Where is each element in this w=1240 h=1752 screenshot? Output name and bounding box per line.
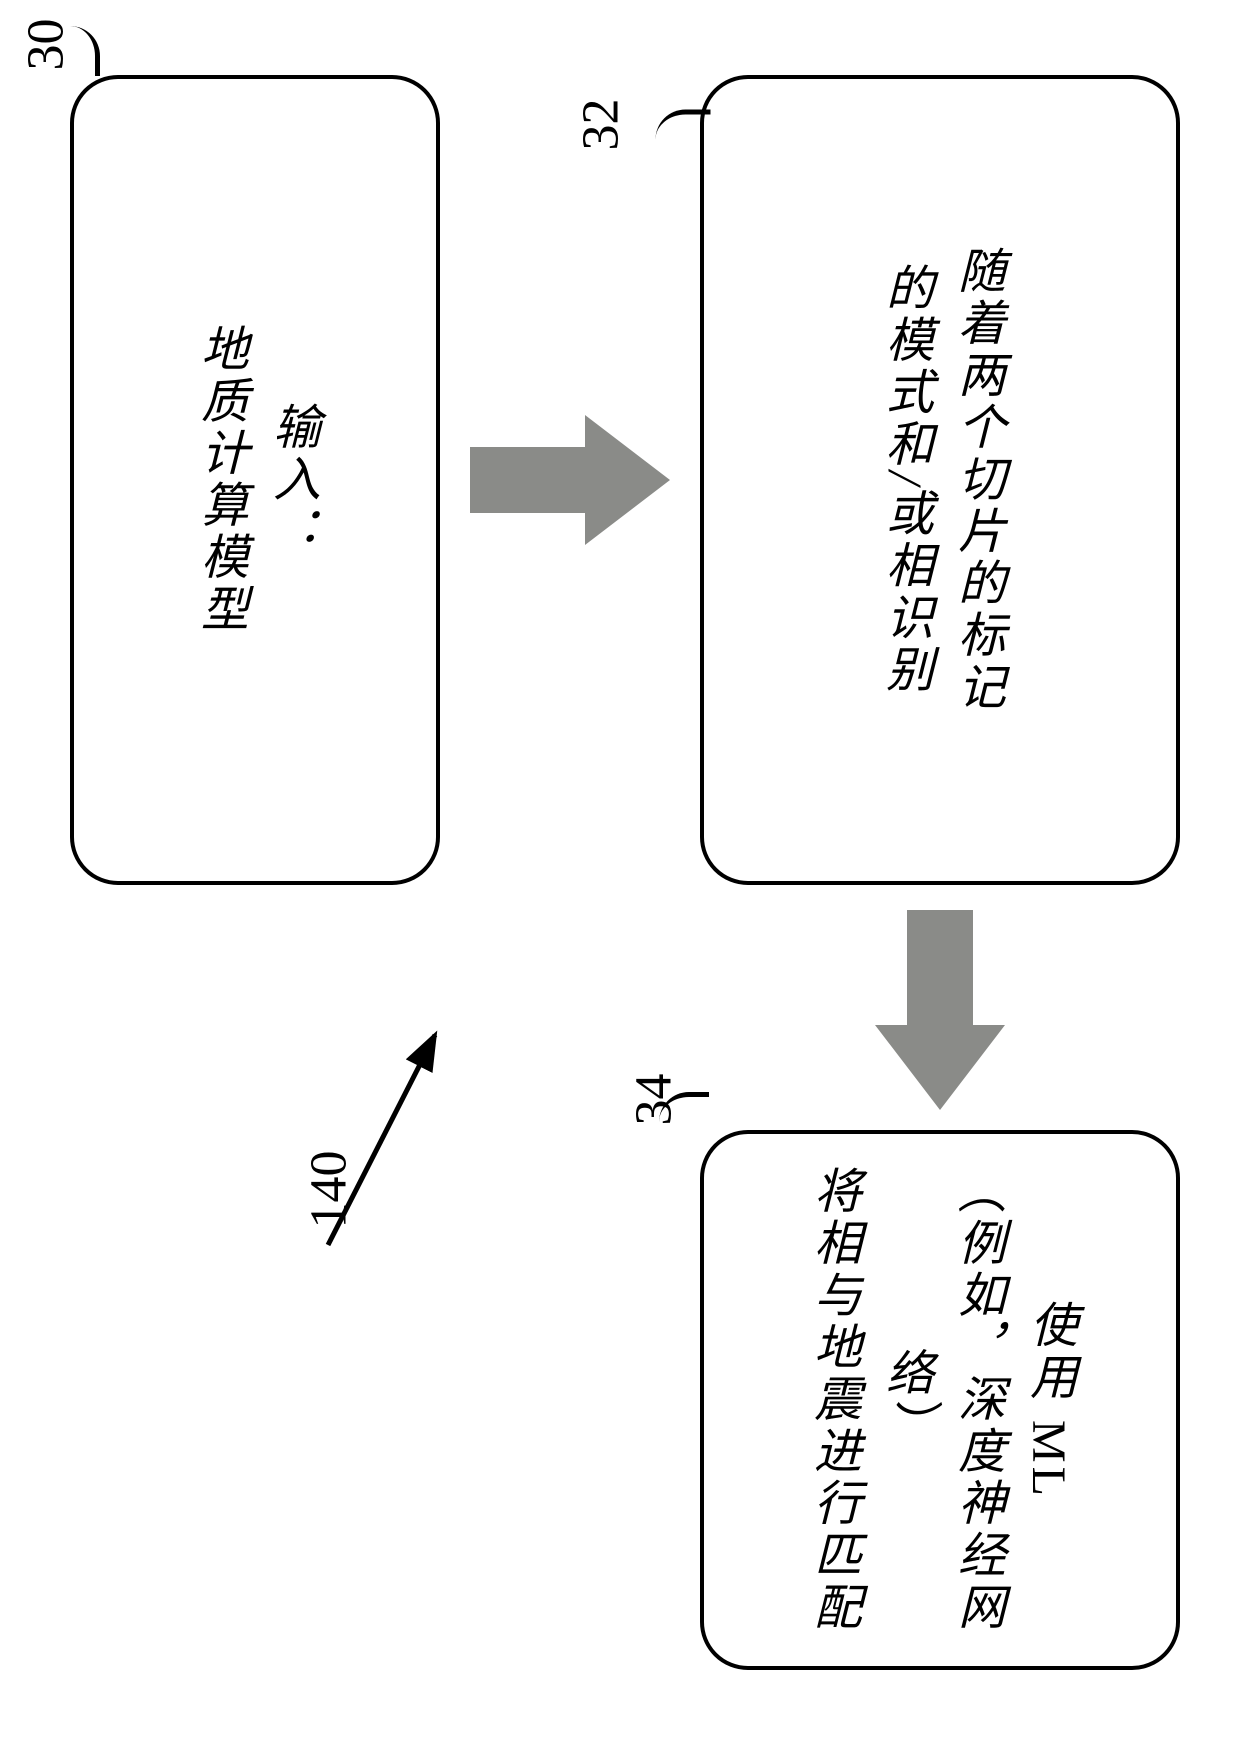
box-input: 输入： 地质计算模型 — [70, 75, 440, 885]
box-pattern-text: 随着两个切片的标记 的模式和/或相识别 — [868, 246, 1012, 714]
tick-32 — [656, 110, 711, 146]
box-input-line1: 输入： — [265, 402, 318, 558]
box-input-line2: 地质计算模型 — [193, 324, 246, 636]
arrow-down — [875, 910, 1005, 1110]
box-ml-line1: 使用 ML — [1022, 1300, 1075, 1500]
box-pattern-line2: 的模式和/或相识别 — [878, 263, 931, 696]
arrow-140 — [310, 1000, 470, 1260]
box-ml-line3: 将相与地震进行匹配 — [806, 1166, 859, 1634]
label-30: 30 — [17, 19, 76, 71]
box-ml-line2: （例如，深度神经网络） — [878, 1166, 1003, 1634]
label-34: 34 — [625, 1074, 684, 1126]
box-pattern: 随着两个切片的标记 的模式和/或相识别 — [700, 75, 1180, 885]
box-ml-text: 使用 ML （例如，深度神经网络） 将相与地震进行匹配 — [796, 1154, 1084, 1646]
box-pattern-line1: 随着两个切片的标记 — [950, 246, 1003, 714]
arrow-right — [470, 415, 670, 545]
box-input-text: 输入： 地质计算模型 — [183, 324, 327, 636]
box-ml: 使用 ML （例如，深度神经网络） 将相与地震进行匹配 — [700, 1130, 1180, 1670]
label-32: 32 — [572, 99, 631, 151]
